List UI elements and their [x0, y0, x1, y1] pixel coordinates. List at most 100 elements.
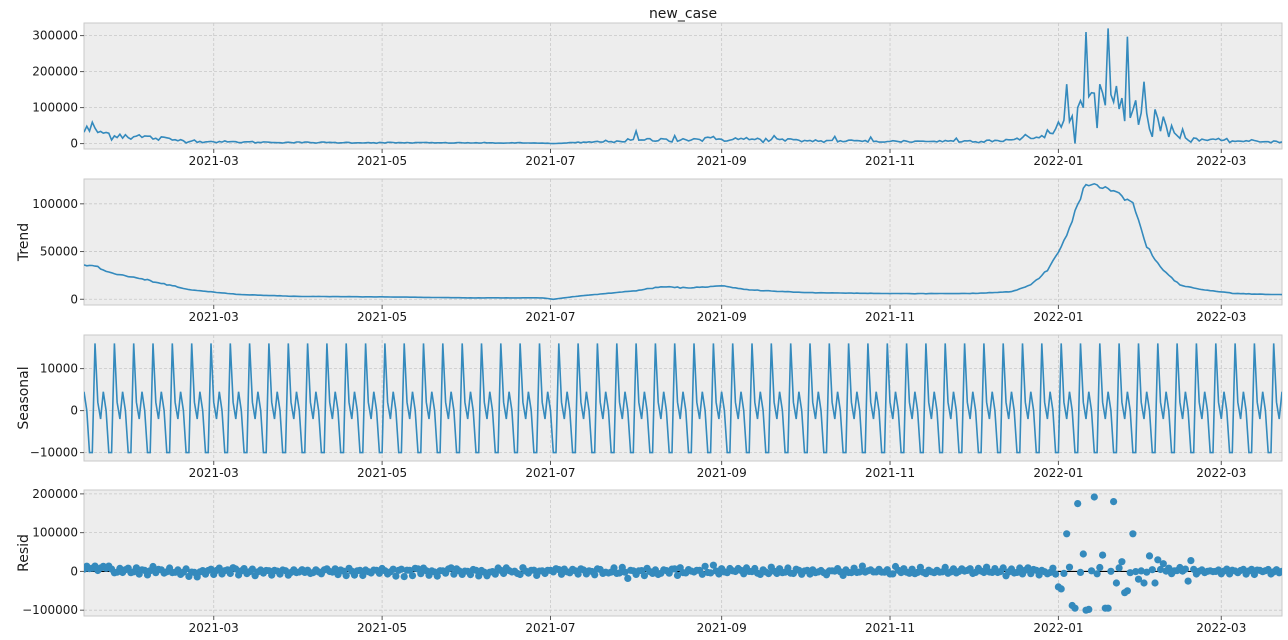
- y-tick-label: 0: [70, 137, 78, 151]
- y-tick-label: 50000: [40, 245, 78, 259]
- y-tick-label: −10000: [30, 446, 78, 460]
- resid-point: [207, 565, 215, 573]
- resid-point: [1181, 565, 1189, 573]
- panel-seasonal: 2021-03 2021-05 2021-07 2021-09 2021-11 2022-…: [16, 334, 1283, 480]
- x-tick-label: 2021-03: [189, 466, 239, 480]
- x-tick-label: 2021-07: [525, 154, 575, 168]
- x-tick-label: 2021-07: [525, 621, 575, 635]
- resid-point: [715, 570, 723, 578]
- y-tick-label: 100000: [32, 197, 78, 211]
- panel-resid: 2021-03 2021-05 2021-07 2021-09 2021-11 2022-…: [16, 487, 1283, 635]
- resid-point: [1129, 530, 1137, 538]
- resid-point: [491, 570, 499, 578]
- y-axis-label: Resid: [16, 534, 32, 572]
- y-axis-label: Seasonal: [16, 366, 32, 429]
- resid-point: [673, 571, 682, 580]
- x-tick-label: 2021-09: [697, 154, 747, 168]
- y-tick-label: 0: [70, 564, 78, 578]
- resid-point: [1087, 567, 1096, 575]
- x-tick-label: 2022-01: [1033, 154, 1083, 168]
- resid-point: [1104, 604, 1112, 612]
- series-line-trend: [84, 182, 1282, 301]
- x-tick-label: 2021-05: [357, 466, 407, 480]
- x-tick-label: 2021-07: [525, 310, 575, 324]
- resid-point: [1187, 557, 1195, 565]
- x-tick-label: 2021-03: [189, 310, 239, 324]
- resid-point: [707, 569, 715, 577]
- x-tick-label: 2022-01: [1033, 466, 1083, 480]
- resid-point: [1123, 587, 1131, 595]
- resid-point: [1112, 579, 1120, 587]
- resid-point: [1137, 567, 1145, 575]
- resid-point: [765, 570, 773, 578]
- resid-point: [701, 562, 709, 570]
- resid-point: [450, 570, 458, 578]
- resid-point: [1076, 568, 1085, 577]
- resid-point: [1085, 605, 1093, 614]
- x-tick-label: 2021-11: [865, 154, 915, 168]
- resid-point: [999, 564, 1007, 572]
- resid-point: [1060, 569, 1068, 578]
- x-tick-label: 2021-11: [865, 310, 915, 324]
- resid-point: [149, 562, 157, 571]
- resid-point: [671, 565, 679, 573]
- y-tick-label: 100000: [32, 526, 78, 540]
- resid-point: [1156, 565, 1165, 574]
- resid-point: [475, 572, 483, 580]
- x-tick-label: 2021-09: [697, 621, 747, 635]
- x-tick-label: 2021-05: [357, 154, 407, 168]
- chart-title: new_case: [649, 6, 717, 22]
- resid-point: [1165, 564, 1173, 572]
- series-line-observed: [84, 28, 1282, 145]
- panel-background: [83, 22, 1283, 150]
- resid-point: [1278, 567, 1282, 575]
- x-tick-label: 2022-01: [1033, 310, 1083, 324]
- x-tick-label: 2021-05: [357, 621, 407, 635]
- y-tick-label: 0: [70, 292, 78, 306]
- resid-point: [1110, 498, 1118, 506]
- resid-point: [1143, 568, 1151, 576]
- resid-point: [1159, 560, 1167, 568]
- resid-point: [856, 568, 864, 576]
- y-tick-label: −100000: [22, 603, 78, 617]
- resid-point: [624, 574, 632, 583]
- resid-point: [740, 570, 748, 578]
- resid-point: [232, 565, 240, 573]
- resid-point: [1134, 575, 1143, 583]
- panel-background: [83, 178, 1283, 306]
- resid-point: [1099, 551, 1107, 559]
- resid-point: [132, 564, 140, 572]
- x-tick-label: 2021-07: [525, 466, 575, 480]
- resid-point: [447, 564, 455, 572]
- resid-point: [698, 570, 706, 578]
- x-tick-label: 2022-03: [1196, 154, 1246, 168]
- panel-trend: 2021-03 2021-05 2021-07 2021-09 2021-11 2022-…: [16, 178, 1283, 324]
- series-line-seasonal: [84, 343, 1282, 454]
- resid-point: [433, 572, 441, 580]
- x-tick-label: 2021-11: [865, 466, 915, 480]
- resid-point: [1016, 564, 1024, 572]
- resid-point: [858, 562, 867, 570]
- resid-point: [1118, 558, 1126, 566]
- resid-point: [1093, 570, 1101, 578]
- resid-point: [1096, 563, 1104, 572]
- resid-point: [1184, 577, 1192, 585]
- x-tick-label: 2021-03: [189, 621, 239, 635]
- x-tick-label: 2022-03: [1196, 310, 1246, 324]
- resid-point: [941, 563, 949, 572]
- resid-point: [182, 565, 190, 573]
- resid-point: [389, 565, 397, 573]
- resid-point: [1115, 564, 1123, 572]
- resid-point: [709, 561, 718, 569]
- resid-point: [408, 572, 417, 580]
- x-tick-label: 2022-03: [1196, 621, 1246, 635]
- resid-point: [1090, 493, 1098, 501]
- resid-point: [839, 571, 847, 580]
- resid-point: [516, 570, 524, 579]
- resid-point: [500, 569, 508, 578]
- resid-point: [1049, 564, 1057, 572]
- panels: 2021-03 2021-05 2021-07 2021-09 2021-11 2022-…: [16, 22, 1283, 635]
- resid-point: [215, 564, 223, 572]
- resid-point: [1063, 530, 1071, 538]
